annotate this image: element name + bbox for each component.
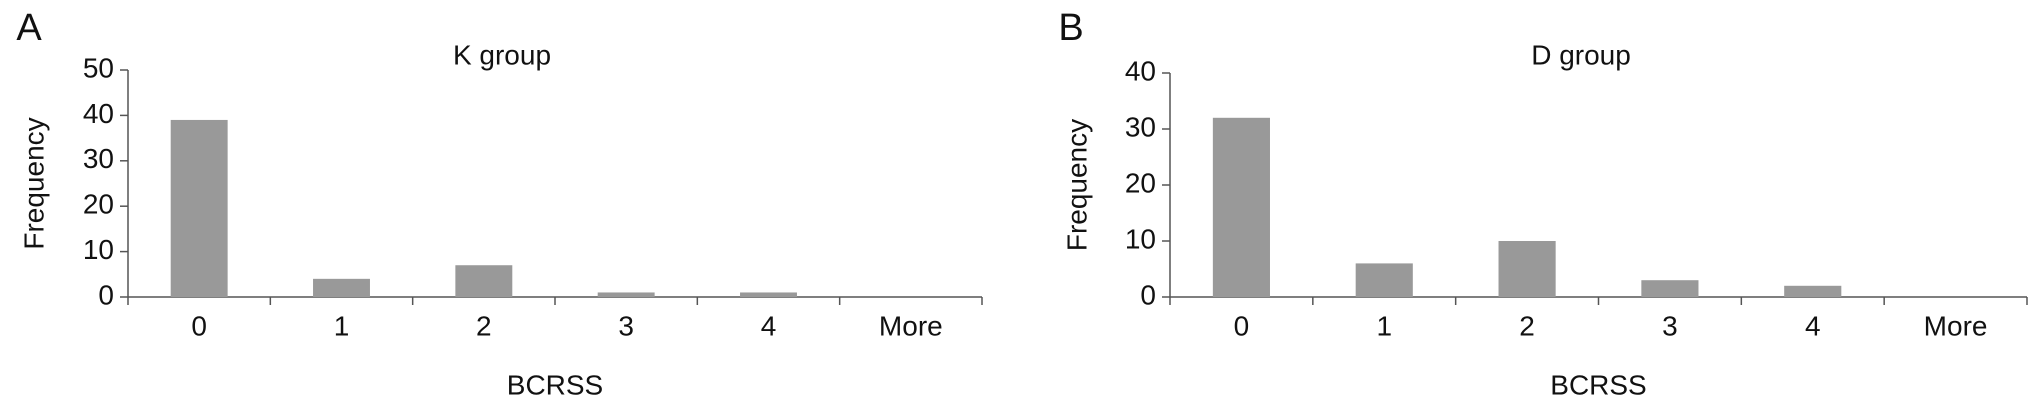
x-tick-label: 3 — [618, 310, 634, 341]
x-tick-label: 3 — [1662, 310, 1678, 341]
x-axis-label: BCRSS — [1550, 369, 1646, 400]
x-tick-label: 2 — [1519, 310, 1535, 341]
y-tick-label: 20 — [1125, 167, 1156, 198]
y-tick-label: 50 — [83, 52, 114, 83]
bar — [740, 292, 797, 297]
bar — [1784, 285, 1842, 297]
bar — [1498, 241, 1556, 297]
y-tick-label: 30 — [83, 143, 114, 174]
bar — [313, 278, 370, 297]
x-tick-label: 1 — [334, 310, 350, 341]
y-axis-label: Frequency — [18, 117, 49, 249]
bar — [1355, 263, 1413, 297]
x-tick-label: More — [879, 310, 943, 341]
x-tick-label: More — [1924, 310, 1988, 341]
x-tick-label: 1 — [1376, 310, 1392, 341]
chart-title: D group — [1531, 39, 1631, 70]
x-tick-label: 0 — [1234, 310, 1250, 341]
bar — [597, 292, 655, 297]
bar — [1641, 280, 1699, 297]
bar — [170, 119, 228, 297]
y-tick-label: 0 — [98, 279, 114, 310]
y-tick-label: 10 — [83, 234, 114, 265]
x-tick-label: 4 — [1805, 310, 1821, 341]
x-tick-label: 2 — [476, 310, 492, 341]
panel-label: B — [1058, 7, 1083, 49]
y-tick-label: 40 — [83, 98, 114, 129]
y-tick-label: 20 — [83, 189, 114, 220]
x-axis-label: BCRSS — [507, 369, 603, 400]
y-tick-label: 30 — [1125, 111, 1156, 142]
y-tick-label: 10 — [1125, 223, 1156, 254]
bar — [1212, 117, 1270, 297]
x-tick-label: 0 — [191, 310, 207, 341]
panel-label: A — [16, 7, 42, 49]
y-tick-label: 0 — [1140, 279, 1156, 310]
y-axis-label: Frequency — [1061, 119, 1092, 251]
chart-title: K group — [453, 39, 551, 70]
x-tick-label: 4 — [761, 310, 777, 341]
bar — [455, 265, 513, 297]
y-tick-label: 40 — [1125, 55, 1156, 86]
